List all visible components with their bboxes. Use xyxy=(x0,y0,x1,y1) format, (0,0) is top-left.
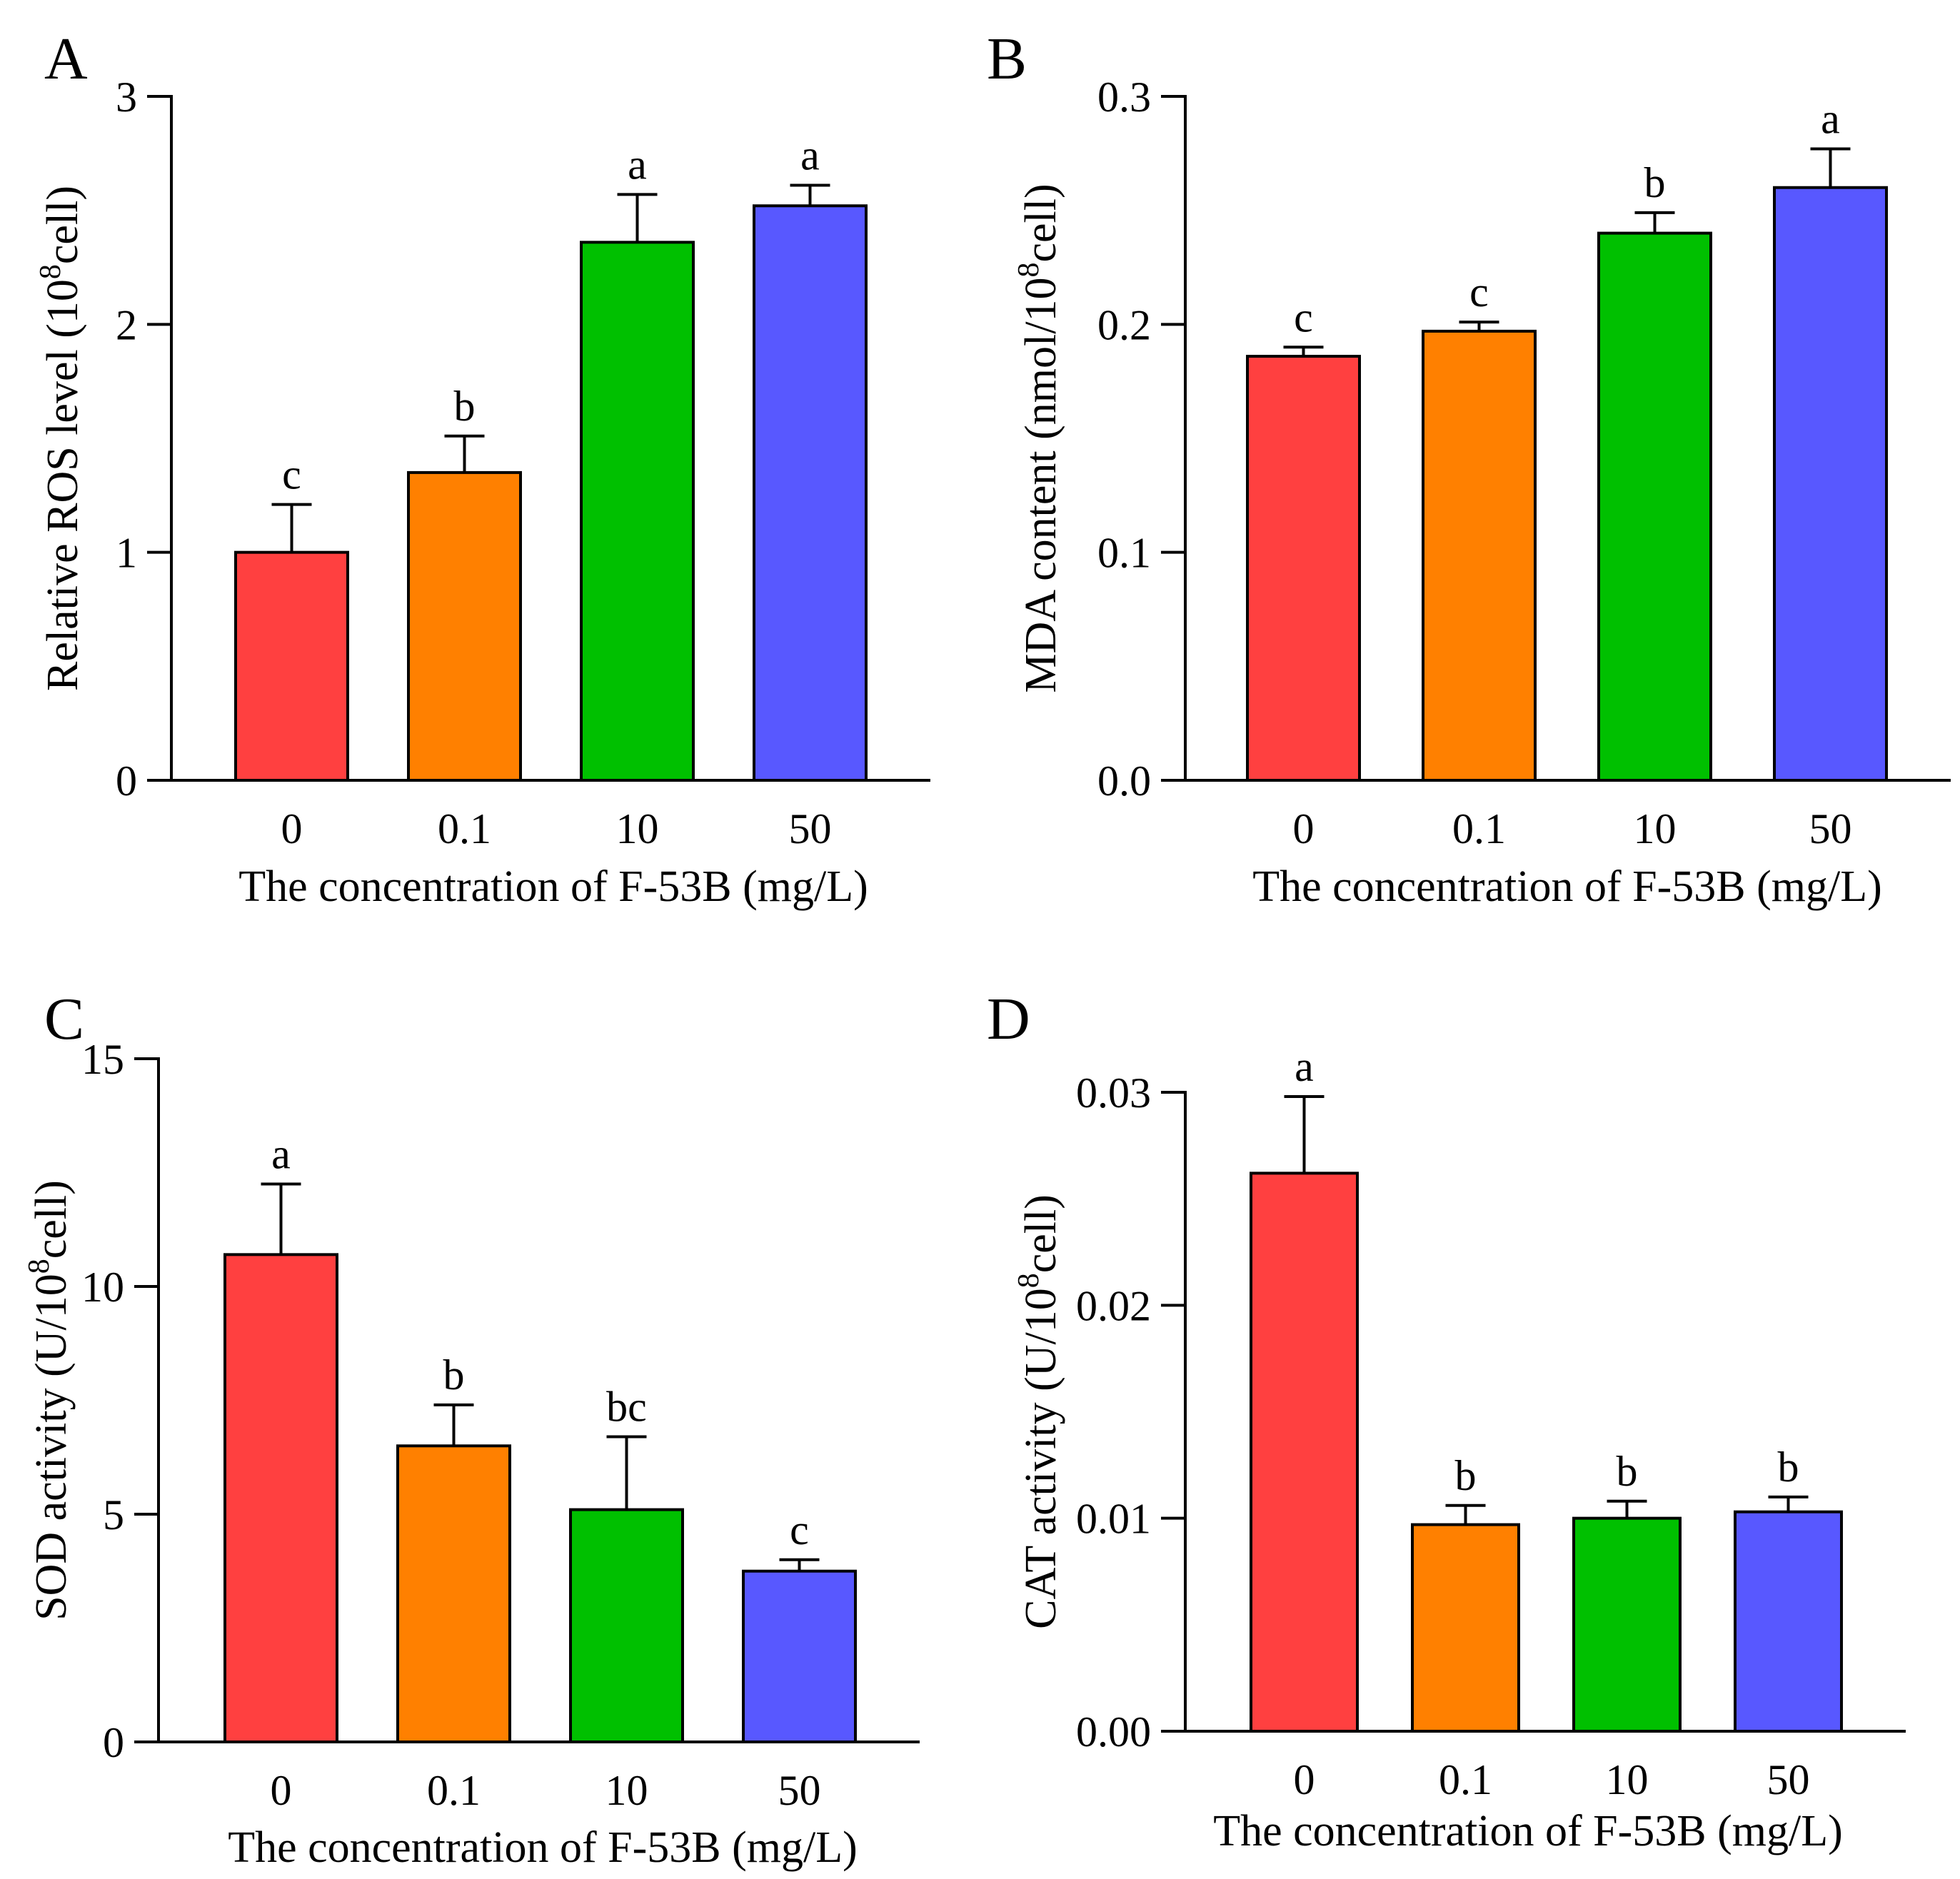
significance-label: a xyxy=(1295,1043,1314,1090)
x-axis-title: The concentration of F-53B (mg/L) xyxy=(238,862,868,911)
bar xyxy=(753,204,868,782)
x-tick-label: 10 xyxy=(1634,805,1677,852)
y-tick-label: 3 xyxy=(116,74,137,121)
y-axis-title-tail: cell) xyxy=(39,186,87,264)
y-tick-label: 0 xyxy=(103,1719,124,1766)
significance-label: b xyxy=(1617,1448,1638,1495)
bar xyxy=(407,470,522,782)
y-axis-title-tail: cell) xyxy=(27,1180,76,1259)
panel-letter: D xyxy=(987,986,1030,1052)
x-axis-title: The concentration of F-53B (mg/L) xyxy=(228,1823,858,1872)
panel-b: B 0.0 0.1 0.2 0.3 c 0 c 0.1 b 10 a 50 The concentrati… xyxy=(987,26,1951,911)
x-tick-label: 50 xyxy=(789,805,832,852)
x-tick-label: 50 xyxy=(1809,805,1852,852)
bar xyxy=(223,1253,338,1743)
y-tick-label: 0.2 xyxy=(1097,301,1151,348)
bar xyxy=(396,1444,511,1744)
x-tick-label: 0.1 xyxy=(1439,1756,1492,1803)
bar xyxy=(742,1569,857,1743)
x-tick-label: 0 xyxy=(1294,1756,1315,1803)
bar xyxy=(234,550,349,782)
y-tick-label: 10 xyxy=(81,1264,124,1311)
y-axis-title: MDA content (nmol/108cell) xyxy=(1012,183,1065,692)
y-axis-title-main: SOD activity (U/10 xyxy=(27,1274,76,1621)
bar xyxy=(1572,1516,1682,1733)
x-axis-title: The concentration of F-53B (mg/L) xyxy=(1213,1807,1843,1855)
bar xyxy=(1734,1510,1843,1733)
significance-label: a xyxy=(1821,95,1840,142)
bar xyxy=(1411,1523,1520,1733)
x-tick-label: 0.1 xyxy=(427,1767,481,1814)
x-tick-label: 0 xyxy=(271,1767,292,1814)
significance-label: b xyxy=(443,1351,465,1399)
panel-c: C 0 5 10 15 a 0 b 0.1 bc 10 c 50 The concentration of… xyxy=(23,986,920,1872)
bar xyxy=(1422,329,1537,782)
y-tick-label: 0.0 xyxy=(1097,757,1151,805)
y-tick-label: 0.03 xyxy=(1076,1069,1151,1117)
panel-letter: C xyxy=(44,986,84,1052)
panel-letter: B xyxy=(987,26,1027,92)
panel-a: A 0 1 2 3 c 0 b 0.1 a 10 a 50 The concentration of F-… xyxy=(34,26,930,911)
bar xyxy=(1773,186,1888,782)
y-tick-label: 5 xyxy=(103,1491,124,1538)
significance-label: a xyxy=(628,141,647,188)
x-tick-label: 0.1 xyxy=(438,805,491,852)
bar xyxy=(1250,1172,1359,1733)
x-tick-label: 10 xyxy=(1606,1756,1649,1803)
bar xyxy=(569,1508,684,1744)
y-axis-title-main: Relative ROS level (10 xyxy=(39,279,87,691)
significance-label: c xyxy=(790,1506,809,1553)
y-axis-title: SOD activity (U/108cell) xyxy=(23,1180,76,1621)
y-axis-title-tail: cell) xyxy=(1017,1194,1065,1273)
y-tick-label: 0 xyxy=(116,757,137,805)
significance-label: b xyxy=(1455,1452,1477,1499)
x-tick-label: 10 xyxy=(616,805,659,852)
significance-label: b xyxy=(1778,1444,1799,1491)
y-axis-title-superscript: 8 xyxy=(1012,1273,1045,1288)
x-tick-label: 0 xyxy=(281,805,303,852)
x-tick-label: 10 xyxy=(605,1767,648,1814)
y-axis-title: Relative ROS level (108cell) xyxy=(34,186,87,691)
y-tick-label: 2 xyxy=(116,301,137,348)
x-axis-title: The concentration of F-53B (mg/L) xyxy=(1252,862,1882,911)
bar xyxy=(580,241,695,782)
significance-label: bc xyxy=(606,1384,647,1431)
significance-label: b xyxy=(454,383,476,430)
x-tick-label: 0 xyxy=(1293,805,1315,852)
y-axis-title-main: CAT activity (U/10 xyxy=(1017,1288,1065,1629)
y-tick-label: 0.3 xyxy=(1097,74,1151,121)
y-tick-label: 15 xyxy=(81,1036,124,1083)
y-tick-label: 0.1 xyxy=(1097,530,1151,577)
x-tick-label: 50 xyxy=(1767,1756,1810,1803)
y-tick-label: 1 xyxy=(116,530,137,577)
significance-label: c xyxy=(1294,293,1313,341)
y-axis-title-main: MDA content (nmol/10 xyxy=(1017,278,1065,693)
y-axis-title-tail: cell) xyxy=(1017,183,1065,262)
y-tick-label: 0.02 xyxy=(1076,1282,1151,1329)
significance-label: a xyxy=(800,132,820,179)
panel-letter: A xyxy=(44,26,88,92)
y-axis-title: CAT activity (U/108cell) xyxy=(1012,1194,1065,1629)
y-tick-label: 0.01 xyxy=(1076,1496,1151,1543)
bar xyxy=(1597,231,1712,782)
y-axis-title-superscript: 8 xyxy=(1012,263,1045,278)
significance-label: b xyxy=(1644,159,1666,206)
y-axis-title-superscript: 8 xyxy=(34,264,67,279)
significance-label: c xyxy=(1469,268,1489,316)
significance-label: c xyxy=(282,451,301,498)
x-tick-label: 0.1 xyxy=(1452,805,1506,852)
bar xyxy=(1246,355,1361,782)
significance-label: a xyxy=(271,1130,291,1177)
y-tick-label: 0.00 xyxy=(1076,1708,1151,1755)
y-axis-title-superscript: 8 xyxy=(23,1259,56,1274)
x-tick-label: 50 xyxy=(778,1767,821,1814)
